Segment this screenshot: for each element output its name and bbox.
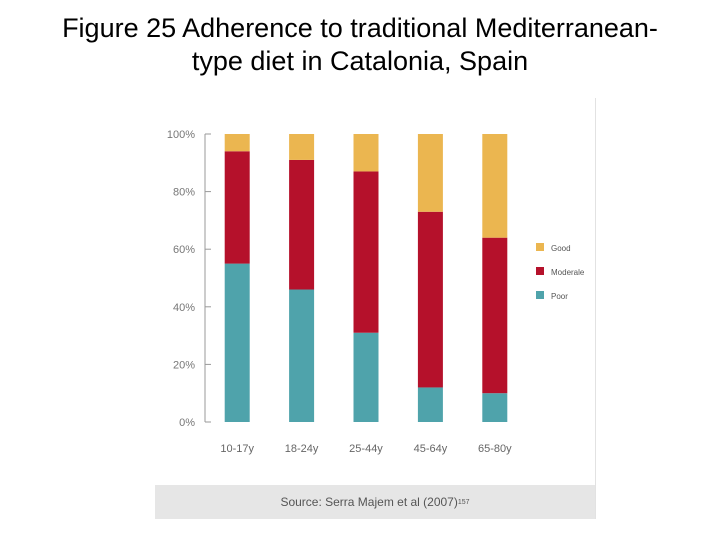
x-tick-label: 65-80y <box>478 443 512 455</box>
bar-segment-poor <box>417 387 443 422</box>
y-tick-label: 40% <box>173 302 195 314</box>
bar-segment-good <box>353 134 379 172</box>
bar-segment-poor <box>289 289 315 422</box>
y-tick-label: 100% <box>167 129 195 141</box>
title-line-1: Figure 25 Adherence to traditional Medit… <box>62 13 658 43</box>
bar-segment-moderale <box>482 237 508 394</box>
y-tick-label: 60% <box>173 244 195 256</box>
figure-panel: 0% 20% 40% 60% 80% 100% 10-17y 18-24y 25-44y 45-6… <box>155 98 596 519</box>
legend-swatch-good <box>536 243 544 251</box>
source-caption: Source: Serra Majem et al (2007) 157 <box>155 485 595 519</box>
bar-segment-good <box>482 134 508 238</box>
x-tick-label: 25-44y <box>349 443 383 455</box>
legend-swatch-moderale <box>536 267 544 275</box>
legend-swatch-poor <box>536 291 544 299</box>
bar-segment-moderale <box>289 159 315 290</box>
source-ref: 157 <box>457 498 470 506</box>
bar-segment-good <box>289 134 315 160</box>
legend-label-good: Good <box>551 244 571 253</box>
y-tick-label: 20% <box>173 359 195 371</box>
bar-segment-moderale <box>224 151 250 264</box>
x-tick-label: 10-17y <box>220 443 254 455</box>
bar-segment-good <box>417 134 443 212</box>
stacked-bar-chart: 0% 20% 40% 60% 80% 100% 10-17y 18-24y 25-44y 45-6… <box>167 129 585 455</box>
legend-label-moderale: Moderale <box>551 268 585 277</box>
title-line-2: type diet in Catalonia, Spain <box>191 46 529 76</box>
source-text: Source: Serra Majem et al (2007) <box>280 495 458 509</box>
x-tick-label: 18-24y <box>285 443 319 455</box>
bar-segment-good <box>224 134 250 152</box>
legend-label-poor: Poor <box>551 292 568 301</box>
bar-segment-moderale <box>417 211 443 388</box>
y-tick-label: 80% <box>173 187 195 199</box>
bar-segment-poor <box>353 332 379 422</box>
slide-title: Figure 25 Adherence to traditional Medit… <box>0 12 720 78</box>
bar-segment-poor <box>224 263 250 422</box>
x-tick-label: 45-64y <box>414 443 448 455</box>
bar-segment-poor <box>482 393 508 422</box>
y-tick-label: 0% <box>179 417 195 429</box>
bar-segment-moderale <box>353 171 379 333</box>
